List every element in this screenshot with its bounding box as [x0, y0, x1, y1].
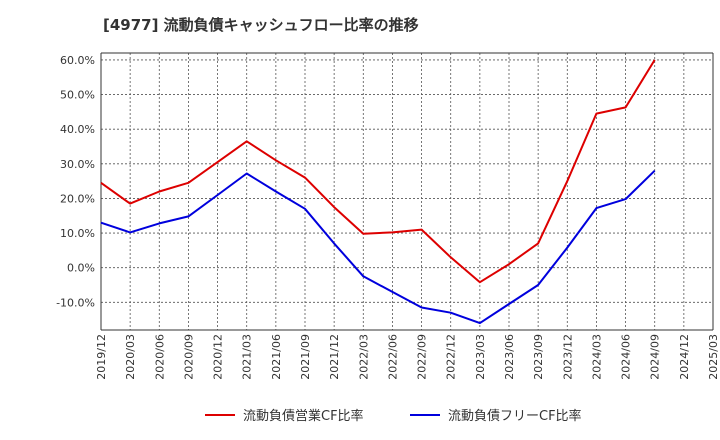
x-tick-label: 2021/06: [270, 334, 283, 380]
x-tick-label: 2024/12: [678, 334, 691, 380]
series-line-1: [100, 59, 656, 284]
plot-area: [101, 53, 713, 330]
legend-label-2: 流動負債フリーCF比率: [448, 408, 582, 424]
x-tick-label: 2021/12: [328, 334, 341, 380]
x-tick-label: 2024/06: [620, 334, 633, 380]
x-tick-label: 2023/12: [561, 334, 574, 380]
y-tick-label: 40.0%: [60, 123, 95, 136]
y-tick-label: 20.0%: [60, 192, 95, 205]
x-tick-label: 2019/12: [95, 334, 108, 380]
x-tick-label: 2022/03: [357, 334, 370, 380]
y-tick-label: 10.0%: [60, 227, 95, 240]
chart-title: [4977] 流動負債キャッシュフロー比率の推移: [103, 16, 419, 34]
legend-label-1: 流動負債営業CF比率: [243, 408, 364, 424]
x-tick-label: 2021/09: [299, 334, 312, 380]
x-tick-label: 2023/03: [474, 334, 487, 380]
x-tick-label: 2021/03: [241, 334, 254, 380]
x-tick-label: 2024/09: [649, 334, 662, 380]
x-tick-label: 2023/06: [503, 334, 516, 380]
x-tick-label: 2024/03: [590, 334, 603, 380]
y-tick-label: 0.0%: [67, 262, 95, 275]
x-tick-label: 2020/03: [124, 334, 137, 380]
x-tick-label: 2022/12: [445, 334, 458, 380]
series-line-2: [100, 169, 656, 325]
y-tick-label: -10.0%: [56, 296, 95, 309]
y-tick-label: 50.0%: [60, 89, 95, 102]
x-tick-label: 2020/12: [212, 334, 225, 380]
x-tick-label: 2020/06: [153, 334, 166, 380]
x-tick-label: 2020/09: [182, 334, 195, 380]
x-tick-label: 2023/09: [532, 334, 545, 380]
y-tick-label: 60.0%: [60, 54, 95, 67]
y-tick-label: 30.0%: [60, 158, 95, 171]
x-tick-label: 2025/03: [707, 334, 720, 380]
x-tick-label: 2022/09: [416, 334, 429, 380]
x-tick-label: 2022/06: [386, 334, 399, 380]
